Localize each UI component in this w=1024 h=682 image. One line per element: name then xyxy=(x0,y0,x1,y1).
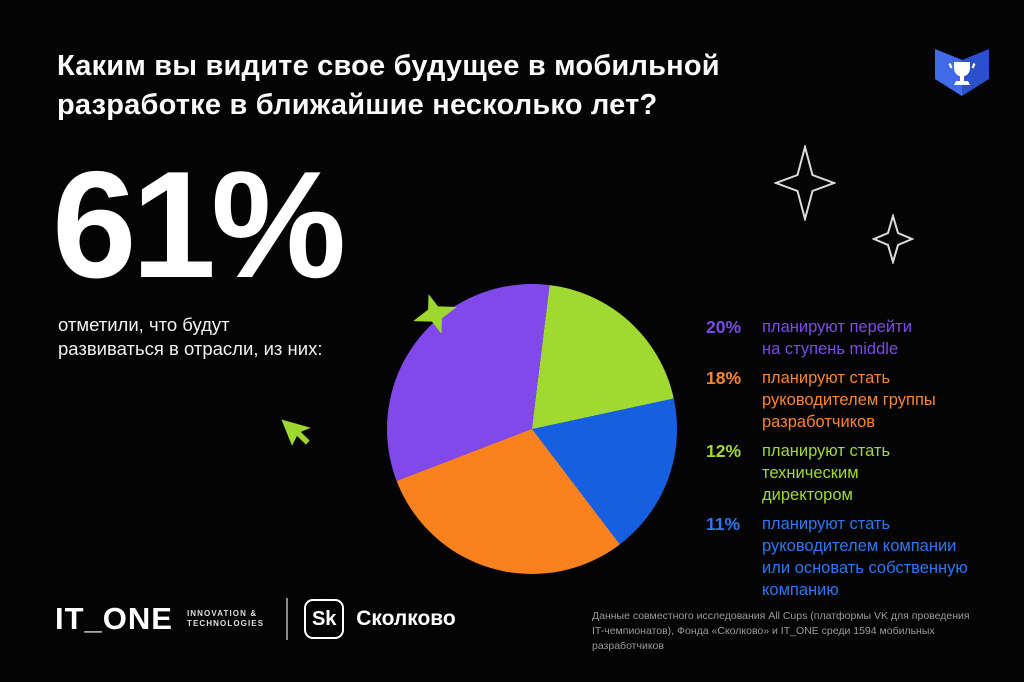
legend-percent: 18% xyxy=(706,368,742,388)
pie-chart xyxy=(387,284,677,574)
source-footnote: Данные совместного исследования All Cups… xyxy=(592,610,970,652)
trophy-badge-icon xyxy=(930,44,994,100)
green-sparkle-icon xyxy=(407,287,464,341)
stat-value: 61% xyxy=(52,140,346,310)
footer-logos: IT_ONE INNOVATION & TECHNOLOGIES Sk Скол… xyxy=(55,596,456,642)
legend-label: планируют стать техническим директором xyxy=(762,442,891,504)
stat-description: отметили, что будут развиваться в отрасл… xyxy=(58,314,323,359)
legend-item: 11% планируют стать руководителем компан… xyxy=(706,513,998,601)
sparkle-star-outline-icon xyxy=(871,212,915,266)
legend-percent: 11% xyxy=(706,514,741,534)
legend-item: 12% планируют стать техническим директор… xyxy=(706,440,998,506)
skolkovo-name: Сколково xyxy=(356,607,456,630)
it-one-logo: IT_ONE xyxy=(55,601,173,636)
legend-percent: 20% xyxy=(706,317,742,337)
skolkovo-logo-icon: Sk xyxy=(304,599,345,639)
sparkle-star-outline-icon xyxy=(773,143,837,223)
it-one-tagline: INNOVATION & TECHNOLOGIES xyxy=(186,608,265,629)
legend-item: 18% планируют стать руководителем группы… xyxy=(706,367,998,433)
green-cursor-arrow-icon xyxy=(274,404,326,456)
logo-divider xyxy=(286,598,289,640)
legend-label: планируют стать руководителем компании и… xyxy=(762,515,968,599)
legend-label: планируют стать руководителем группы раз… xyxy=(762,369,936,431)
legend-item: 20% планируют перейти на ступень middle xyxy=(706,316,998,360)
legend-label: планируют перейти на ступень middle xyxy=(762,318,912,358)
legend-percent: 12% xyxy=(706,441,742,461)
pie-legend: 20% планируют перейти на ступень middle … xyxy=(706,316,998,601)
page-title: Каким вы видите свое будущее в мобильной… xyxy=(57,50,720,121)
